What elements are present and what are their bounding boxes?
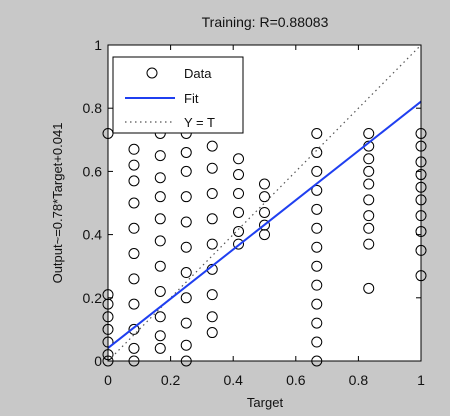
axis-ticks: 0 0.2 0.4 0.6 0.8 1 0 0.2 0.4 0.6 0.8 1 — [83, 37, 426, 388]
y-axis-title: Output~=0.78*Target+0.041 — [50, 123, 65, 284]
legend-fit-label: Fit — [184, 91, 199, 106]
data-point — [311, 146, 323, 158]
data-point — [206, 162, 218, 174]
data-point — [180, 146, 192, 158]
x-tick-label: 0.6 — [286, 372, 306, 388]
data-point — [180, 292, 192, 304]
data-point — [206, 213, 218, 225]
data-point — [311, 298, 323, 310]
data-point — [363, 222, 375, 234]
data-point — [233, 169, 245, 181]
data-point — [206, 311, 218, 323]
data-point — [206, 327, 218, 339]
data-point — [154, 285, 166, 297]
data-point — [206, 140, 218, 152]
data-point — [128, 273, 140, 285]
data-point — [180, 267, 192, 279]
data-point — [128, 175, 140, 187]
data-point — [180, 339, 192, 351]
data-point — [180, 241, 192, 253]
data-point — [259, 206, 270, 218]
y-tick-label: 0.2 — [83, 290, 103, 306]
data-point — [363, 194, 375, 206]
data-point — [154, 150, 166, 162]
legend-data-marker — [146, 67, 158, 79]
data-point — [311, 165, 323, 177]
data-point — [363, 210, 375, 222]
data-point — [259, 191, 270, 203]
data-point — [311, 336, 323, 348]
data-point — [128, 298, 140, 310]
data-point — [180, 317, 192, 329]
data-point — [363, 238, 375, 250]
data-point — [206, 238, 218, 250]
data-point — [311, 241, 323, 253]
legend: Data Fit Y = T — [112, 56, 244, 134]
data-point — [154, 311, 166, 323]
data-point — [311, 222, 323, 234]
data-point — [128, 159, 140, 171]
y-tick-label: 0.6 — [83, 163, 103, 179]
data-point — [259, 178, 270, 190]
data-point — [363, 178, 375, 190]
data-point — [311, 260, 323, 272]
x-tick-label: 0 — [104, 372, 112, 388]
x-tick-label: 0.2 — [161, 372, 181, 388]
data-point — [259, 229, 270, 241]
data-point — [206, 289, 218, 301]
data-point — [154, 235, 166, 247]
legend-data-label: Data — [184, 66, 212, 81]
data-point — [311, 184, 323, 196]
data-point — [233, 153, 245, 165]
legend-identity-label: Y = T — [184, 115, 215, 130]
legend-box — [112, 56, 244, 134]
data-point — [154, 172, 166, 184]
data-point — [128, 222, 140, 234]
plot-frame — [107, 44, 422, 362]
data-point — [128, 143, 140, 155]
data-point — [363, 165, 375, 177]
data-point — [233, 238, 245, 250]
data-point — [311, 203, 323, 215]
data-point — [128, 197, 140, 209]
data-point — [180, 216, 192, 228]
data-point — [311, 127, 323, 139]
data-point — [363, 127, 375, 139]
data-point — [259, 219, 270, 231]
y-tick-label: 1 — [94, 37, 102, 53]
fit-line — [107, 100, 422, 349]
data-point — [154, 260, 166, 272]
y-tick-label: 0.4 — [83, 227, 103, 243]
data-point — [128, 323, 140, 335]
data-point — [180, 191, 192, 203]
x-axis-title: Target — [247, 395, 284, 410]
data-point — [233, 225, 245, 237]
data-point — [128, 248, 140, 260]
identity-line — [107, 44, 422, 362]
chart-title: Training: R=0.88083 — [202, 14, 329, 30]
data-point — [363, 153, 375, 165]
data-point — [154, 213, 166, 225]
data-point — [233, 206, 245, 218]
data-point — [154, 342, 166, 354]
data-point — [128, 342, 140, 354]
data-point — [154, 330, 166, 342]
data-point — [154, 191, 166, 203]
y-tick-label: 0 — [94, 353, 102, 369]
x-tick-label: 0.8 — [349, 372, 369, 388]
x-tick-label: 1 — [417, 372, 425, 388]
data-point — [233, 188, 245, 200]
x-tick-label: 0.4 — [223, 372, 243, 388]
data-point — [180, 165, 192, 177]
data-point — [206, 188, 218, 200]
data-point — [311, 317, 323, 329]
y-tick-label: 0.8 — [83, 100, 103, 116]
data-point — [311, 279, 323, 291]
data-point — [363, 282, 375, 294]
